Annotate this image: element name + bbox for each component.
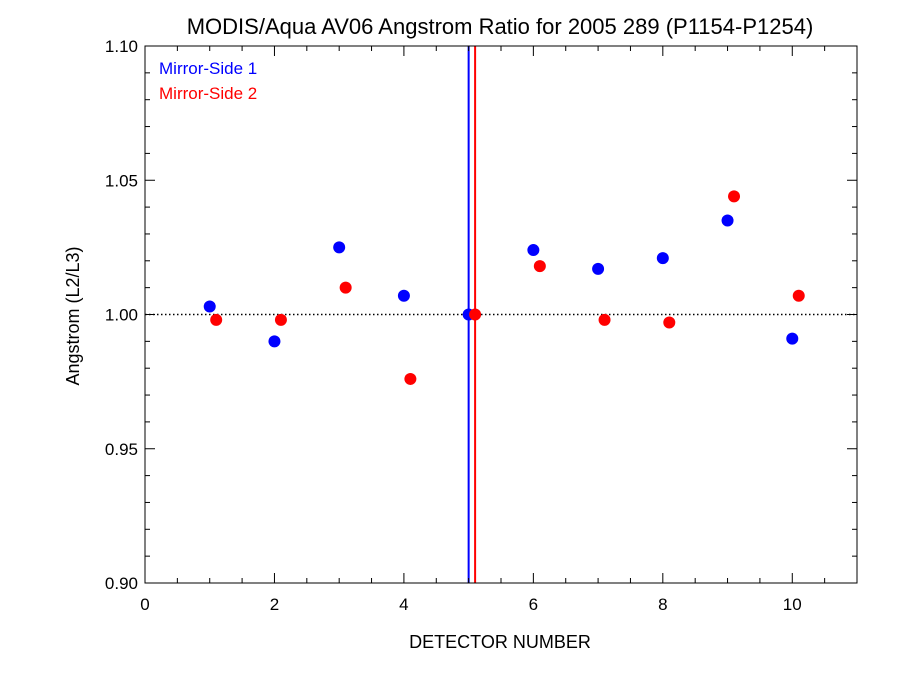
series-2-point [792, 289, 805, 302]
series-1-point [786, 332, 799, 345]
series-1-point [656, 252, 669, 265]
series-2-point [663, 316, 676, 329]
plot-area [145, 46, 857, 583]
x-axis-label: DETECTOR NUMBER [409, 632, 591, 652]
series-2-point [598, 313, 611, 326]
x-tick-label: 0 [140, 595, 149, 614]
x-tick-label: 6 [529, 595, 538, 614]
axes [144, 45, 858, 584]
series-1-point [721, 214, 734, 227]
y-tick-label: 0.95 [105, 440, 138, 459]
legend-entry-1: Mirror-Side 1 [159, 59, 257, 78]
series-2-point [339, 281, 352, 294]
series-1-point [527, 244, 540, 257]
tick-labels: 0 2 4 6 8 10 0.90 0.95 1.00 1.05 1.10 [105, 37, 802, 614]
x-tick-label: 4 [399, 595, 408, 614]
y-tick-label: 1.05 [105, 171, 138, 190]
legend-entry-2: Mirror-Side 2 [159, 84, 257, 103]
x-tick-label: 8 [658, 595, 667, 614]
chart-title: MODIS/Aqua AV06 Angstrom Ratio for 2005 … [187, 14, 814, 39]
series-2-point [728, 190, 741, 203]
series-2-point [533, 260, 546, 273]
y-axis-label: Angstrom (L2/L3) [63, 246, 83, 385]
series-2-point [210, 313, 223, 326]
series-2-point [404, 372, 417, 385]
legend: Mirror-Side 1 Mirror-Side 2 [159, 59, 257, 103]
y-tick-label: 1.00 [105, 306, 138, 325]
series-1-point [203, 300, 216, 313]
series-2-point [469, 308, 482, 321]
series-2-point [274, 313, 287, 326]
series-1-point [333, 241, 346, 254]
series-1-point [397, 289, 410, 302]
series-1-point [592, 262, 605, 275]
x-tick-label: 10 [783, 595, 802, 614]
series-1-point [268, 335, 281, 348]
x-tick-label: 2 [270, 595, 279, 614]
y-tick-label: 0.90 [105, 574, 138, 593]
y-tick-label: 1.10 [105, 37, 138, 56]
